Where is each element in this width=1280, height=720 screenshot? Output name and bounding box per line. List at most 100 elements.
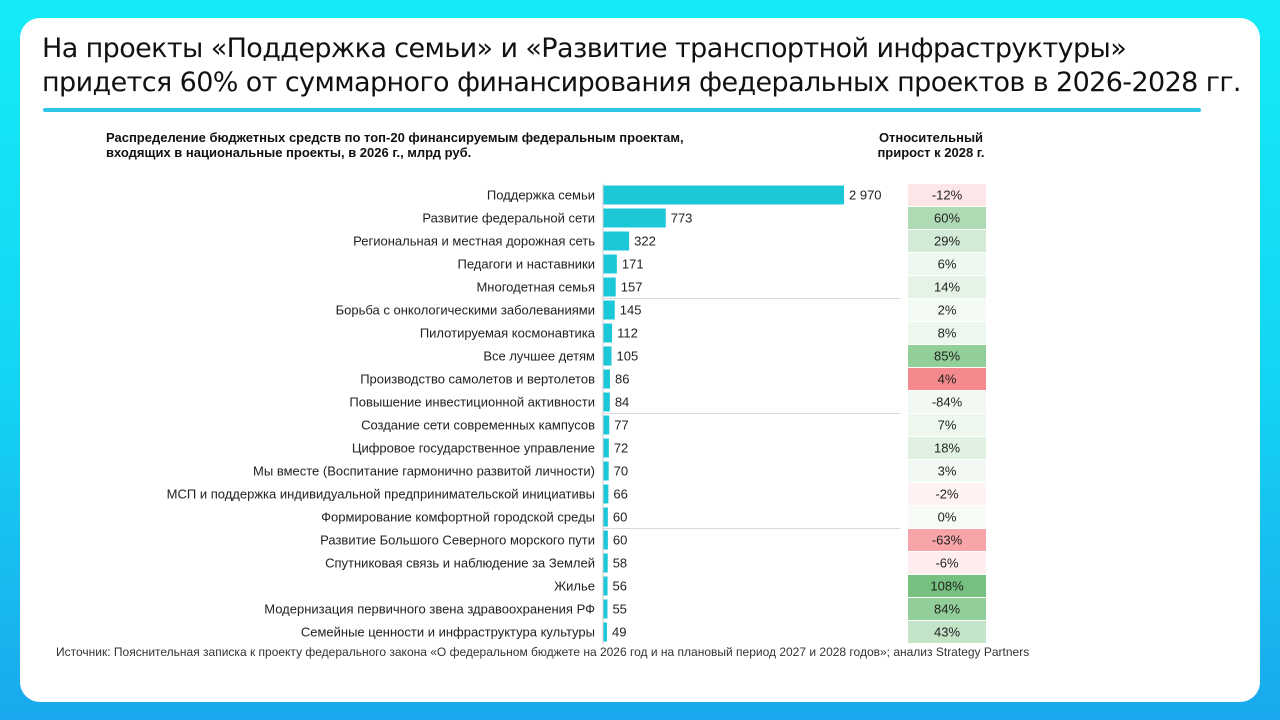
category-label: Повышение инвестиционной активности [349,395,595,410]
value-label: 157 [621,280,643,295]
chart-title-line-1: Распределение бюджетных средств по топ-2… [106,130,684,145]
growth-cell [908,345,986,367]
category-label: Мы вместе (Воспитание гармонично развито… [253,464,595,479]
category-label: Развитие федеральной сети [422,211,595,226]
bar [603,300,615,320]
growth-label: 4% [938,372,957,387]
bar [603,369,610,389]
slide-card [20,18,1260,702]
growth-label: -6% [935,556,959,571]
growth-cell [908,598,986,620]
category-label: Жилье [554,579,595,594]
bar [603,484,609,504]
growth-label: -84% [932,395,963,410]
bar [603,530,608,550]
value-label: 112 [617,326,638,341]
value-label: 322 [634,234,656,249]
growth-header-line-2: прирост к 2028 г. [877,145,985,160]
bar [603,507,608,527]
source-note: Источник: Пояснительная записка к проект… [56,645,1030,659]
growth-label: -63% [932,533,963,548]
bar [603,254,617,274]
growth-label: 84% [934,602,960,617]
growth-cell [908,207,986,229]
growth-label: 43% [934,625,960,640]
growth-cell [908,391,986,413]
bar [603,553,608,573]
chart-title-line-2: входящих в национальные проекты, в 2026 … [106,145,472,160]
value-label: 145 [620,303,642,318]
growth-column-header: Относительный прирост к 2028 г. [852,130,1010,160]
growth-label: 85% [934,349,960,364]
title-line-2: придется 60% от суммарного финансировани… [42,67,1242,98]
growth-cell [908,299,986,321]
category-label: Все лучшее детям [483,349,595,364]
growth-label: 0% [938,510,957,525]
title-line-1: На проекты «Поддержка семьи» и «Развитие… [42,33,1127,64]
bar [603,185,844,205]
bar [603,461,609,481]
growth-cell [908,437,986,459]
growth-label: 14% [934,280,960,295]
category-label: Борьба с онкологическими заболеваниями [336,303,595,318]
bar [603,392,610,412]
value-label: 49 [612,625,626,640]
growth-label: 8% [938,326,957,341]
category-label: Семейные ценности и инфраструктура культ… [301,625,595,640]
growth-label: 18% [934,441,960,456]
category-label: Производство самолетов и вертолетов [360,372,595,387]
category-label: Педагоги и наставники [457,257,595,272]
growth-cell [908,483,986,505]
growth-label: 108% [930,579,964,594]
growth-cell [908,552,986,574]
growth-cell [908,621,986,643]
growth-cell [908,230,986,252]
growth-cell [908,322,986,344]
bar [603,415,610,435]
growth-header-line-1: Относительный [878,130,984,145]
growth-cell [908,414,986,436]
growth-label: 29% [934,234,960,249]
value-label: 773 [671,211,693,226]
value-label: 105 [617,349,639,364]
growth-cell [908,184,986,206]
chart-title: Распределение бюджетных средств по топ-2… [106,130,846,160]
title-divider [43,108,1201,112]
growth-label: 60% [934,211,960,226]
growth-label: 3% [938,464,957,479]
growth-cell [908,506,986,528]
growth-cell [908,276,986,298]
bar [603,323,613,343]
category-label: Цифровое государственное управление [352,441,595,456]
growth-cell [908,253,986,275]
bar [603,208,666,228]
value-label: 2 970 [849,188,882,203]
value-label: 56 [613,579,627,594]
growth-cell [908,368,986,390]
category-label: МСП и поддержка индивидуальной предприни… [167,487,595,502]
value-label: 84 [615,395,629,410]
value-label: 66 [613,487,627,502]
category-label: Пилотируемая космонавтика [420,326,596,341]
value-label: 60 [613,533,627,548]
value-label: 77 [614,418,628,433]
growth-cell [908,460,986,482]
category-label: Спутниковая связь и наблюдение за Землей [325,556,595,571]
bar [603,622,607,642]
bar [603,277,616,297]
growth-label: 7% [938,418,957,433]
bar [603,346,612,366]
growth-cell [908,575,986,597]
page-title: На проекты «Поддержка семьи» и «Развитие… [42,32,1242,100]
category-label: Развитие Большого Северного морского пут… [320,533,595,548]
value-label: 72 [614,441,628,456]
growth-label: -2% [935,487,959,502]
bar [603,231,630,251]
value-label: 55 [612,602,626,617]
growth-cell [908,529,986,551]
category-label: Создание сети современных кампусов [361,418,595,433]
category-label: Региональная и местная дорожная сеть [353,234,595,249]
growth-label: -12% [932,188,963,203]
bar [603,438,609,458]
